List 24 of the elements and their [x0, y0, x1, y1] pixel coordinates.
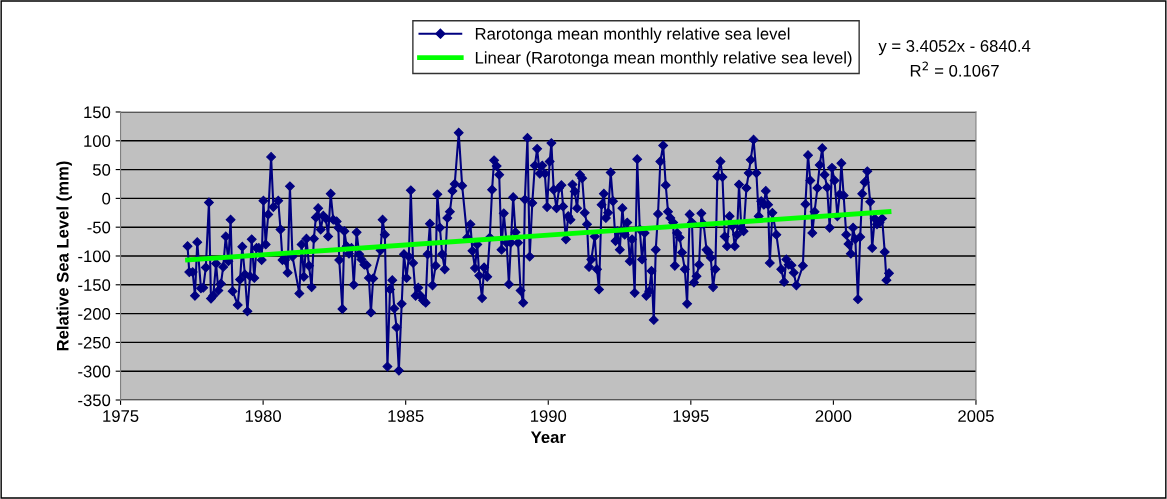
y-tick-label: -250: [78, 336, 111, 349]
text: y = 3.4052x - 6840.4: [878, 40, 1031, 56]
x-tick-label: 1980: [245, 410, 282, 422]
x-tick-label: 1985: [388, 410, 424, 422]
x-tick-label: 2000: [815, 410, 852, 422]
y-tick-label: 100: [84, 135, 111, 147]
y-tick-label: -200: [78, 307, 111, 320]
y-tick-label: 0: [102, 192, 111, 205]
y-tick-label: -300: [78, 365, 111, 378]
x-tick-label: 1995: [673, 410, 709, 422]
y-tick-label: -150: [78, 279, 111, 291]
x-axis-title: Year: [530, 431, 566, 444]
text: R$^{2}$ = 0.1067: [910, 61, 999, 77]
x-tick-label: 1990: [530, 410, 567, 422]
legend-label: Rarotonga mean monthly relative sea level: [475, 27, 790, 44]
y-tick-label: -100: [78, 250, 111, 263]
y-tick-label: 150: [84, 106, 111, 119]
x-tick-label: 2005: [958, 410, 994, 422]
y-axis-title: Relative Sea Level (mm): [56, 161, 72, 351]
y-tick-label: 50: [92, 163, 111, 176]
legend-label: Linear (Rarotonga mean monthly relative sea level): [475, 51, 852, 67]
y-tick-label: -350: [78, 394, 111, 407]
x-tick-label: 1975: [103, 410, 139, 422]
y-tick-label: -50: [87, 221, 111, 234]
